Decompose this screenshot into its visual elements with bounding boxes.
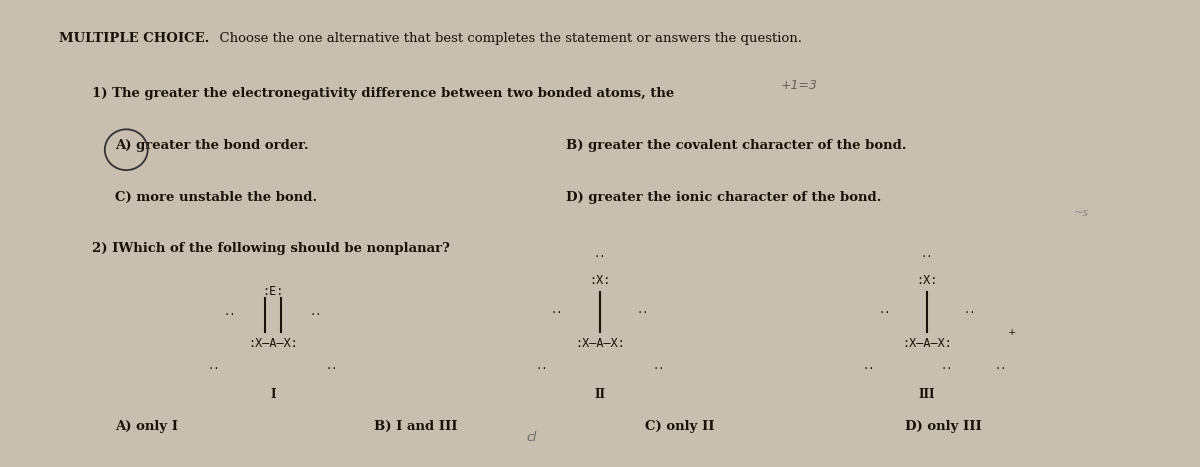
Text: B) I and III: B) I and III <box>374 420 458 433</box>
Text: ~s: ~s <box>1074 208 1088 218</box>
Text: :X—A—X:: :X—A—X: <box>902 337 952 350</box>
Text: ··: ·· <box>940 364 953 374</box>
Text: ··: ·· <box>594 252 606 262</box>
Text: III: III <box>919 388 935 401</box>
Text: Choose the one alternative that best completes the statement or answers the ques: Choose the one alternative that best com… <box>211 32 802 44</box>
Text: II: II <box>594 388 606 401</box>
Text: C) only II: C) only II <box>646 420 715 433</box>
Text: :X—A—X:: :X—A—X: <box>575 337 625 350</box>
Text: :X—A—X:: :X—A—X: <box>248 337 298 350</box>
Text: B) greater the covalent character of the bond.: B) greater the covalent character of the… <box>566 139 907 152</box>
Text: ··: ·· <box>964 308 977 318</box>
Text: ··: ·· <box>920 252 934 262</box>
Text: ··: ·· <box>994 364 1007 374</box>
Text: ··: ·· <box>208 364 221 374</box>
Text: :E:: :E: <box>262 285 283 298</box>
Text: cl: cl <box>527 431 538 444</box>
Text: ··: ·· <box>637 308 649 318</box>
Text: D) only III: D) only III <box>905 420 982 433</box>
Text: :X:: :X: <box>589 274 611 287</box>
Text: ··: ·· <box>325 364 337 374</box>
Text: D) greater the ionic character of the bond.: D) greater the ionic character of the bo… <box>566 191 882 204</box>
Text: 1) The greater the electronegativity difference between two bonded atoms, the: 1) The greater the electronegativity dif… <box>92 87 674 100</box>
Text: I: I <box>270 388 276 401</box>
Text: ··: ·· <box>878 308 890 318</box>
Text: ··: ·· <box>863 364 875 374</box>
Text: A) greater the bond order.: A) greater the bond order. <box>115 139 308 152</box>
Text: +: + <box>1008 328 1016 337</box>
Text: ··: ·· <box>551 308 563 318</box>
Text: ··: ·· <box>310 310 322 320</box>
Text: MULTIPLE CHOICE.: MULTIPLE CHOICE. <box>59 32 209 44</box>
Text: A) only I: A) only I <box>115 420 178 433</box>
Text: +1=3: +1=3 <box>780 79 817 92</box>
Text: 2) IWhich of the following should be nonplanar?: 2) IWhich of the following should be non… <box>92 242 450 255</box>
Text: ··: ·· <box>223 310 236 320</box>
Text: C) more unstable the bond.: C) more unstable the bond. <box>115 191 317 204</box>
Text: ··: ·· <box>535 364 547 374</box>
Text: :X:: :X: <box>917 274 938 287</box>
Text: ··: ·· <box>653 364 665 374</box>
